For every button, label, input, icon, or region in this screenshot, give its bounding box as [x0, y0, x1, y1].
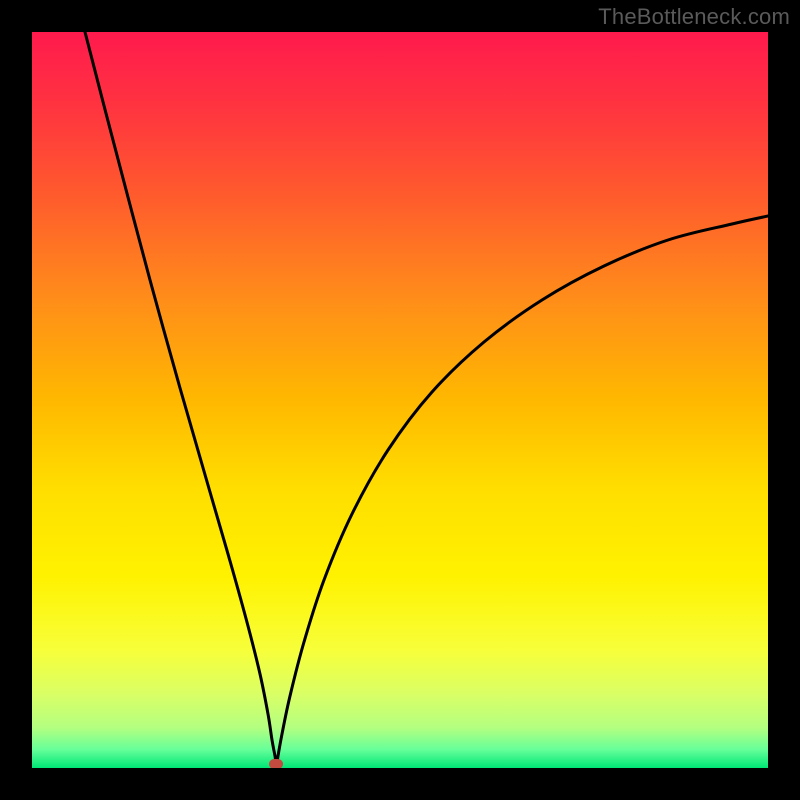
bottleneck-curve — [32, 32, 768, 768]
watermark-text: TheBottleneck.com — [598, 4, 790, 30]
optimal-marker — [269, 759, 283, 768]
plot-area — [32, 32, 768, 768]
chart-container: TheBottleneck.com — [0, 0, 800, 800]
